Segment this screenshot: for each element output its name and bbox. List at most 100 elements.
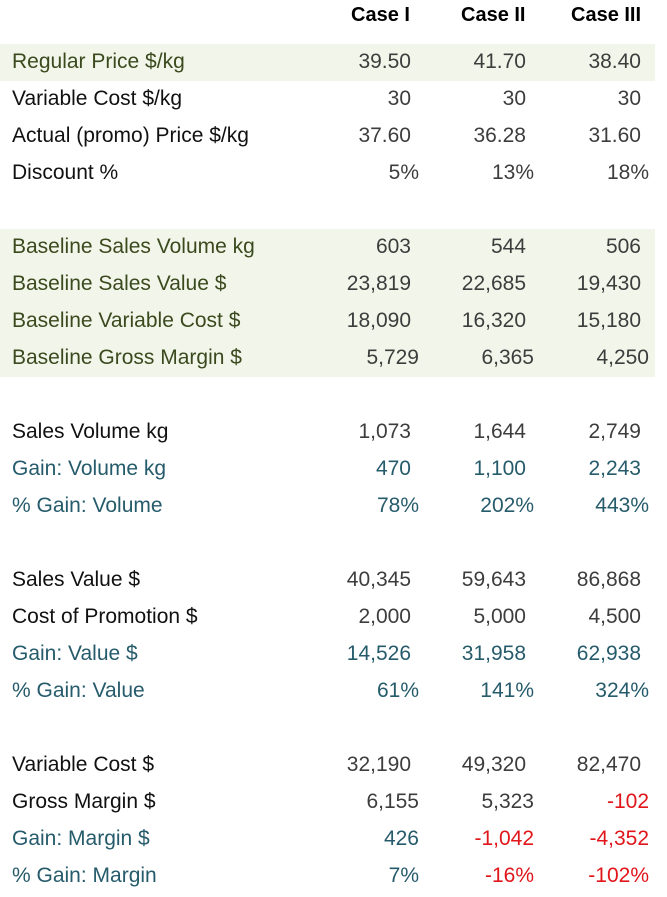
case1-value: 23,819 — [346, 272, 411, 295]
case3-value: 38.40 — [588, 50, 641, 73]
table-row-variable-cost-per-kg: Variable Cost $/kg 30 30 30 — [0, 81, 667, 118]
case2-value: 13% — [491, 161, 534, 184]
case1-value: 37.60 — [358, 124, 411, 147]
row-label: % Gain: Volume — [12, 494, 163, 517]
case1-value: 61% — [376, 679, 419, 702]
case2-value: 41.70 — [473, 50, 526, 73]
row-label: Sales Volume kg — [12, 420, 169, 443]
case2-value: 59,643 — [461, 568, 526, 591]
table-row-regular-price: Regular Price $/kg 39.50 41.70 38.40 — [0, 44, 667, 81]
case2-value: 31,958 — [461, 642, 526, 665]
case2-value: 5,000 — [473, 605, 526, 628]
row-label: Gain: Value $ — [12, 642, 138, 665]
case3-value: 15,180 — [576, 309, 641, 332]
header-case-3: Case III — [571, 4, 642, 26]
row-label: Sales Value $ — [12, 568, 141, 591]
table-row-pct-gain-value: % Gain: Value 61% 141% 324% — [0, 673, 667, 710]
header-case-2: Case II — [461, 4, 526, 26]
row-label: Baseline Variable Cost $ — [12, 309, 241, 332]
table-row-baseline-volume: Baseline Sales Volume kg 603 544 506 — [0, 229, 667, 266]
row-label: Gain: Volume kg — [12, 457, 167, 480]
case3-value: 324% — [595, 679, 649, 702]
case3-value: 4,500 — [588, 605, 641, 628]
case3-value: -4,352 — [589, 827, 649, 850]
table-row-gross-margin: Gross Margin $ 6,155 5,323 -102 — [0, 784, 667, 821]
case1-value: 470 — [375, 457, 411, 480]
row-label: Discount % — [12, 161, 119, 184]
case3-value: 2,243 — [588, 457, 641, 480]
case1-value: 603 — [375, 235, 411, 258]
case1-value: 2,000 — [358, 605, 411, 628]
table-row-variable-cost: Variable Cost $ 32,190 49,320 82,470 — [0, 747, 667, 784]
case3-value: 31.60 — [588, 124, 641, 147]
row-label: Actual (promo) Price $/kg — [12, 124, 249, 147]
case2-value: 1,100 — [473, 457, 526, 480]
table-row-cost-of-promotion: Cost of Promotion $ 2,000 5,000 4,500 — [0, 599, 667, 636]
highlight-band-price — [0, 44, 655, 81]
case1-value: 5% — [388, 161, 419, 184]
case2-value: 5,323 — [481, 790, 534, 813]
case1-value: 39.50 — [358, 50, 411, 73]
case3-value: 86,868 — [576, 568, 641, 591]
case3-value: 18% — [606, 161, 649, 184]
case1-value: 7% — [388, 864, 419, 887]
case1-value: 5,729 — [366, 346, 419, 369]
row-label: Baseline Sales Value $ — [12, 272, 227, 295]
case3-value: 82,470 — [576, 753, 641, 776]
row-label: Baseline Sales Volume kg — [12, 235, 255, 258]
case2-value: 36.28 — [473, 124, 526, 147]
case1-value: 1,073 — [358, 420, 411, 443]
table-row-pct-gain-margin: % Gain: Margin 7% -16% -102% — [0, 858, 667, 895]
table-row-sales-volume: Sales Volume kg 1,073 1,644 2,749 — [0, 414, 667, 451]
case1-value: 30 — [387, 87, 411, 110]
case2-value: 22,685 — [461, 272, 526, 295]
table-row-gain-value: Gain: Value $ 14,526 31,958 62,938 — [0, 636, 667, 673]
row-label: % Gain: Value — [12, 679, 145, 702]
case2-value: -16% — [484, 864, 534, 887]
case1-value: 6,155 — [366, 790, 419, 813]
row-label: Cost of Promotion $ — [12, 605, 198, 628]
table-row-promo-price: Actual (promo) Price $/kg 37.60 36.28 31… — [0, 118, 667, 155]
case2-value: 30 — [502, 87, 526, 110]
table-row-sales-value: Sales Value $ 40,345 59,643 86,868 — [0, 562, 667, 599]
highlight-band-baseline — [0, 229, 655, 377]
table-row-baseline-value: Baseline Sales Value $ 23,819 22,685 19,… — [0, 266, 667, 303]
table-row-gain-volume: Gain: Volume kg 470 1,100 2,243 — [0, 451, 667, 488]
case1-value: 40,345 — [346, 568, 411, 591]
case1-value: 32,190 — [346, 753, 411, 776]
row-label: Variable Cost $/kg — [12, 87, 183, 110]
case2-value: 6,365 — [481, 346, 534, 369]
case3-value: -102% — [588, 864, 649, 887]
case3-value: -102 — [606, 790, 649, 813]
case3-value: 4,250 — [596, 346, 649, 369]
row-label: Regular Price $/kg — [12, 50, 185, 73]
row-label: Gross Margin $ — [12, 790, 156, 813]
case3-value: 19,430 — [576, 272, 641, 295]
row-label: Variable Cost $ — [12, 753, 155, 776]
case1-value: 18,090 — [346, 309, 411, 332]
row-label: Baseline Gross Margin $ — [12, 346, 242, 369]
table-row-pct-gain-volume: % Gain: Volume 78% 202% 443% — [0, 488, 667, 525]
case3-value: 506 — [605, 235, 641, 258]
case3-value: 62,938 — [576, 642, 641, 665]
table-row-baseline-gross-margin: Baseline Gross Margin $ 5,729 6,365 4,25… — [0, 340, 667, 377]
case2-value: -1,042 — [474, 827, 534, 850]
table-header: Case I Case II Case III — [0, 0, 667, 32]
case2-value: 141% — [480, 679, 534, 702]
table-row-gain-margin: Gain: Margin $ 426 -1,042 -4,352 — [0, 821, 667, 858]
case3-value: 30 — [617, 87, 641, 110]
table-row-discount: Discount % 5% 13% 18% — [0, 155, 667, 192]
case1-value: 78% — [376, 494, 419, 517]
case2-value: 544 — [490, 235, 526, 258]
case2-value: 49,320 — [461, 753, 526, 776]
case1-value: 426 — [383, 827, 419, 850]
table-row-baseline-variable-cost: Baseline Variable Cost $ 18,090 16,320 1… — [0, 303, 667, 340]
case3-value: 443% — [595, 494, 649, 517]
case3-value: 2,749 — [588, 420, 641, 443]
header-case-1: Case I — [351, 4, 410, 26]
case2-value: 202% — [480, 494, 534, 517]
case2-value: 16,320 — [461, 309, 526, 332]
row-label: Gain: Margin $ — [12, 827, 150, 850]
case2-value: 1,644 — [473, 420, 526, 443]
case1-value: 14,526 — [346, 642, 411, 665]
